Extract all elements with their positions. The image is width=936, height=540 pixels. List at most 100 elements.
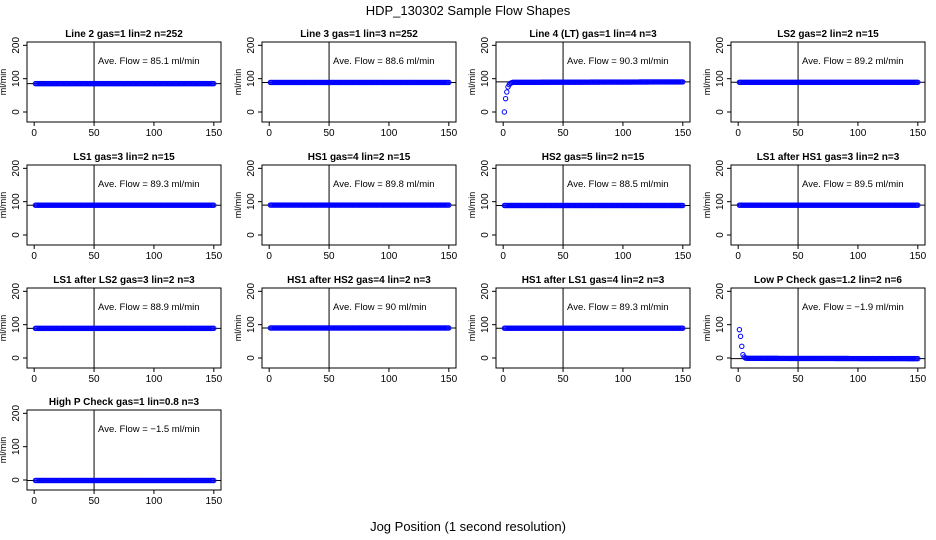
y-axis-label: ml/min — [233, 69, 243, 96]
x-tick-label: 0 — [735, 251, 741, 262]
panel-title: HS1 after LS1 gas=4 lin=2 n=3 — [522, 275, 665, 286]
y-tick-label: 100 — [480, 316, 491, 333]
x-tick-label: 150 — [205, 496, 222, 507]
panel-9: LS1 after LS2 gas=3 lin=2 n=3 0 50 100 150 0 1… — [0, 275, 223, 385]
y-tick-label: 200 — [715, 283, 726, 300]
data-point — [446, 79, 452, 86]
y-axis-label: ml/min — [0, 315, 8, 342]
x-tick-label: 50 — [557, 374, 569, 385]
average-flow-annotation: Ave. Flow = −1.5 ml/min — [98, 424, 200, 435]
data-point — [211, 477, 217, 484]
panel-8: LS1 after HS1 gas=3 lin=2 n=3 0 50 100 150 0 1… — [702, 152, 927, 262]
x-tick-label: 100 — [146, 496, 163, 507]
y-tick-label: 0 — [480, 355, 491, 361]
x-tick-label: 150 — [440, 128, 457, 139]
y-tick-label: 200 — [246, 37, 257, 54]
y-tick-label: 100 — [246, 70, 257, 87]
x-tick-label: 50 — [88, 251, 100, 262]
y-tick-label: 0 — [715, 109, 726, 115]
panel-12: Low P Check gas=1.2 lin=2 n=6 0 50 100 150 0 1… — [702, 275, 927, 385]
x-tick-label: 0 — [735, 128, 741, 139]
y-tick-label: 200 — [480, 283, 491, 300]
x-tick-label: 0 — [500, 251, 506, 262]
x-tick-label: 0 — [266, 128, 272, 139]
data-point — [502, 95, 509, 102]
panel-10: HS1 after HS2 gas=4 lin=2 n=3 0 50 100 150 0 1… — [233, 275, 458, 385]
y-tick-label: 100 — [715, 316, 726, 333]
x-tick-label: 150 — [674, 251, 691, 262]
x-tick-label: 150 — [674, 374, 691, 385]
data-point — [915, 79, 921, 85]
x-tick-label: 0 — [31, 128, 37, 139]
average-flow-annotation: Ave. Flow = 89.3 ml/min — [567, 302, 668, 313]
panel-title: Line 3 gas=1 lin=3 n=252 — [300, 29, 418, 40]
x-tick-label: 50 — [557, 128, 569, 139]
y-tick-label: 200 — [480, 160, 491, 177]
panel-title: LS1 gas=3 lin=2 n=15 — [73, 152, 175, 163]
x-tick-label: 100 — [146, 251, 163, 262]
average-flow-annotation: Ave. Flow = 89.3 ml/min — [98, 179, 199, 190]
y-axis-label: ml/min — [467, 69, 477, 96]
panel-3: Line 4 (LT) gas=1 lin=4 n=3 0 50 100 150 0 100… — [467, 29, 692, 139]
y-tick-label: 0 — [715, 355, 726, 361]
y-tick-label: 0 — [11, 477, 22, 483]
x-tick-label: 100 — [381, 374, 398, 385]
x-tick-label: 100 — [850, 374, 867, 385]
y-tick-label: 0 — [480, 232, 491, 238]
x-tick-label: 50 — [792, 128, 804, 139]
panel-title: HS1 gas=4 lin=2 n=15 — [308, 152, 411, 163]
panel-title: Line 4 (LT) gas=1 lin=4 n=3 — [529, 29, 657, 40]
y-tick-label: 200 — [11, 405, 22, 422]
data-point — [446, 325, 452, 331]
x-tick-label: 100 — [381, 251, 398, 262]
x-tick-label: 0 — [266, 374, 272, 385]
y-tick-label: 100 — [480, 70, 491, 87]
data-point — [446, 202, 452, 208]
x-tick-label: 50 — [88, 128, 100, 139]
panel-4: LS2 gas=2 lin=2 n=15 0 50 100 150 0 100 200 ml/m… — [702, 29, 927, 139]
x-tick-label: 100 — [615, 374, 632, 385]
x-tick-label: 150 — [205, 128, 222, 139]
y-tick-label: 0 — [246, 232, 257, 238]
plot-frame — [730, 287, 926, 369]
average-flow-annotation: Ave. Flow = 88.5 ml/min — [567, 179, 668, 190]
y-axis-label: ml/min — [702, 192, 712, 219]
figure-x-axis-label: Jog Position (1 second resolution) — [370, 519, 566, 534]
average-flow-annotation: Ave. Flow = −1.9 ml/min — [802, 302, 904, 313]
y-tick-label: 0 — [246, 109, 257, 115]
panel-13: High P Check gas=1 lin=0.8 n=3 0 50 100 150 0… — [0, 397, 223, 507]
y-tick-label: 0 — [11, 109, 22, 115]
y-tick-label: 0 — [11, 232, 22, 238]
y-tick-label: 200 — [246, 283, 257, 300]
y-tick-label: 100 — [246, 316, 257, 333]
panel-11: HS1 after LS1 gas=4 lin=2 n=3 0 50 100 150 0 1… — [467, 275, 692, 385]
x-tick-label: 50 — [323, 128, 335, 139]
x-tick-label: 150 — [440, 374, 457, 385]
average-flow-annotation: Ave. Flow = 89.2 ml/min — [802, 56, 903, 67]
x-tick-label: 50 — [557, 251, 569, 262]
x-tick-label: 150 — [909, 374, 926, 385]
y-tick-label: 200 — [715, 37, 726, 54]
panel-title: High P Check gas=1 lin=0.8 n=3 — [49, 397, 200, 408]
x-tick-label: 50 — [323, 374, 335, 385]
average-flow-annotation: Ave. Flow = 88.9 ml/min — [98, 302, 199, 313]
y-tick-label: 100 — [11, 193, 22, 210]
x-tick-label: 50 — [792, 374, 804, 385]
y-axis-label: ml/min — [467, 315, 477, 342]
data-point — [504, 89, 510, 95]
x-tick-label: 100 — [615, 128, 632, 139]
data-point — [736, 326, 743, 333]
x-tick-label: 0 — [31, 496, 37, 507]
plot-frame — [26, 409, 222, 491]
y-tick-label: 0 — [480, 109, 491, 115]
data-point — [211, 325, 217, 332]
y-tick-label: 200 — [480, 37, 491, 54]
y-axis-label: ml/min — [0, 437, 8, 464]
y-tick-label: 100 — [11, 438, 22, 455]
data-point — [680, 325, 686, 331]
average-flow-annotation: Ave. Flow = 89.8 ml/min — [333, 179, 434, 190]
x-tick-label: 100 — [146, 128, 163, 139]
x-tick-label: 150 — [205, 251, 222, 262]
panel-title: LS1 after HS1 gas=3 lin=2 n=3 — [757, 152, 900, 163]
